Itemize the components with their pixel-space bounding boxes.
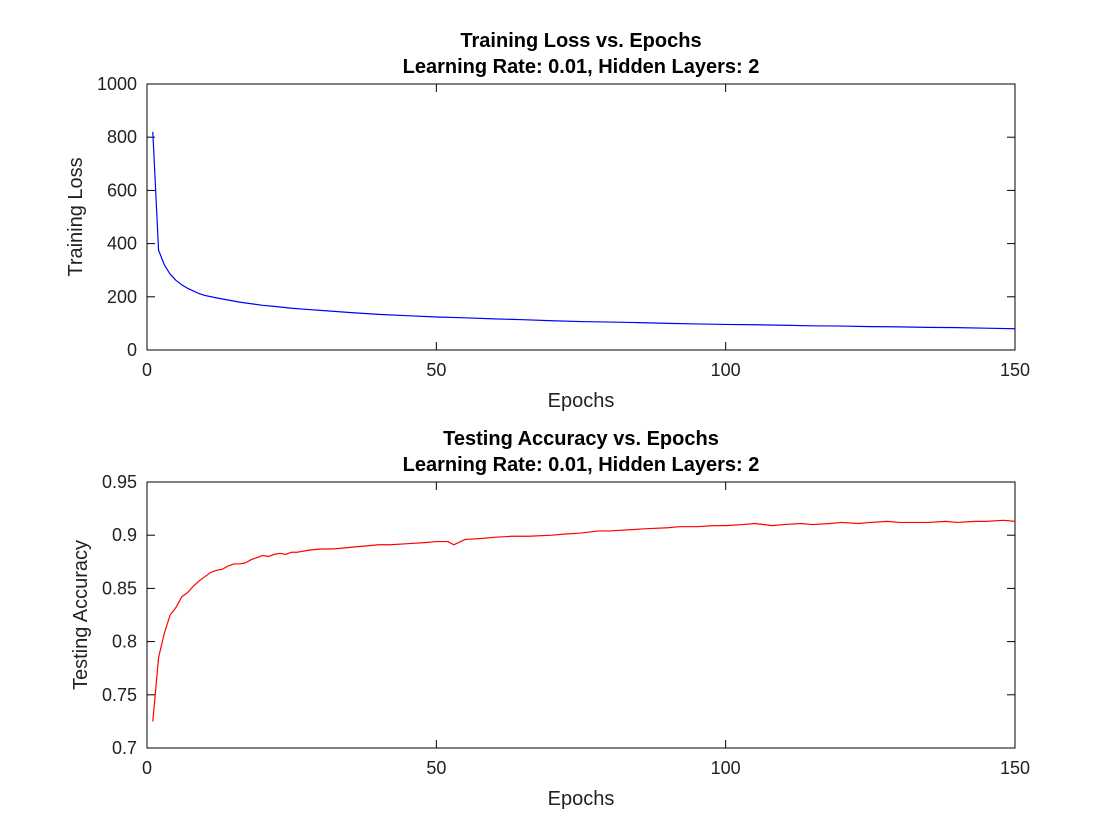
chart-1-title: Training Loss vs. Epochs [460,30,701,52]
chart-1-xtick-label: 100 [711,360,741,380]
chart-2-ytick-label: 0.7 [112,738,137,758]
chart-1-ylabel: Training Loss [65,157,87,276]
chart-2-xtick-label: 150 [1000,758,1030,778]
chart-2-ytick-label: 0.8 [112,632,137,652]
chart-1-xtick-label: 150 [1000,360,1030,380]
chart-2-ytick-label: 0.85 [102,578,137,598]
chart-2-xtick-label: 50 [426,758,446,778]
chart-1-xlabel: Epochs [548,390,615,412]
chart-2-subtitle: Learning Rate: 0.01, Hidden Layers: 2 [403,454,760,476]
chart-2-xlabel: Epochs [548,788,615,810]
chart-2-axes-box [146,481,1016,749]
chart-2-ytick-label: 0.95 [102,472,137,492]
chart-1-ytick-label: 1000 [97,74,137,94]
chart-1-xtick-label: 50 [426,360,446,380]
chart-1-ytick-label: 800 [107,127,137,147]
chart-2-ylabel: Testing Accuracy [70,540,92,690]
chart-1-xtick-label: 0 [142,360,152,380]
chart-1-ytick-label: 200 [107,287,137,307]
chart-1-ytick-label: 400 [107,234,137,254]
chart-1-subtitle: Learning Rate: 0.01, Hidden Layers: 2 [403,56,760,78]
chart-2-xtick-label: 0 [142,758,152,778]
chart-1-axes-box [146,83,1016,351]
chart-2-ytick-label: 0.75 [102,685,137,705]
chart-2-ytick-label: 0.9 [112,525,137,545]
chart-2-xtick-label: 100 [711,758,741,778]
chart-1-series-line [152,131,1016,330]
chart-1-ytick-label: 600 [107,180,137,200]
chart-2-series-line [152,519,1016,722]
chart-1-ytick-label: 0 [127,340,137,360]
chart-2-title: Testing Accuracy vs. Epochs [443,428,719,450]
